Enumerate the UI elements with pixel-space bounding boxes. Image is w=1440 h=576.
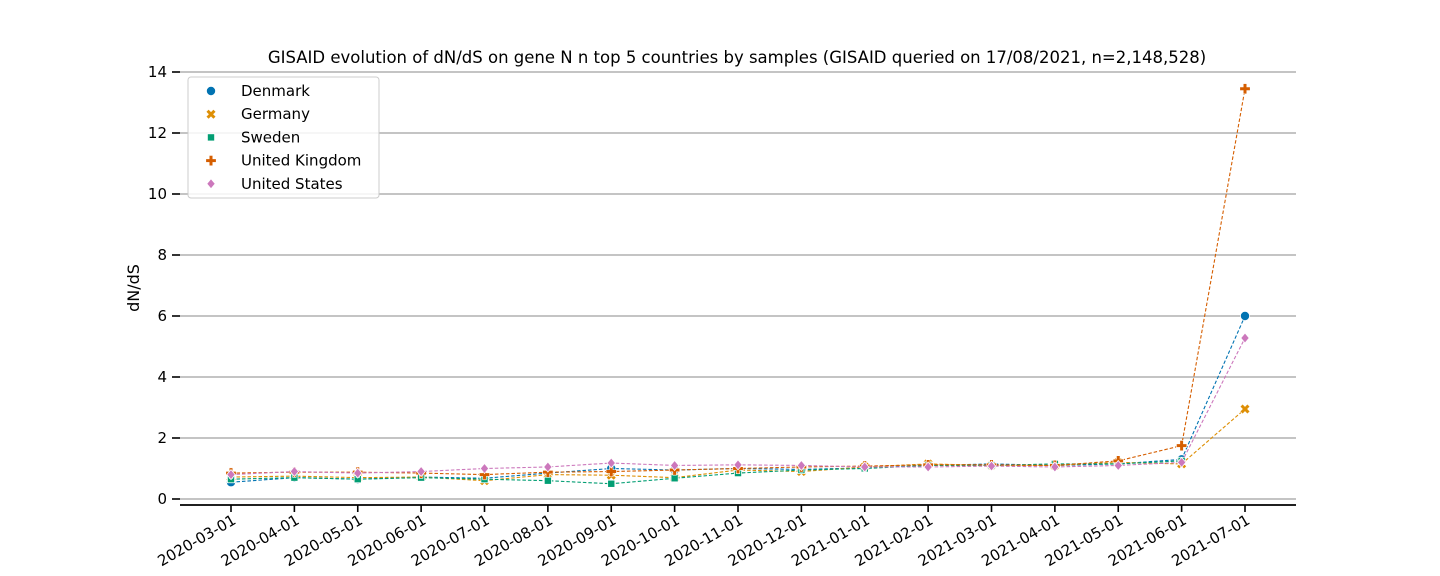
series-united-states xyxy=(227,333,1249,480)
data-point-united-kingdom xyxy=(1240,84,1250,94)
legend-label-united-kingdom: United Kingdom xyxy=(241,152,361,170)
data-point-denmark xyxy=(1240,311,1249,320)
data-point-sweden xyxy=(608,480,615,487)
legend-label-denmark: Denmark xyxy=(241,82,310,100)
chart-title: GISAID evolution of dN/dS on gene N n to… xyxy=(268,48,1206,67)
legend: Denmark Germany Sweden United Kingdom United… xyxy=(188,77,379,198)
y-tick-label: 0 xyxy=(157,490,167,508)
y-axis-label: dN/dS xyxy=(124,264,143,312)
y-tick-label: 6 xyxy=(157,307,167,325)
data-point-united-states xyxy=(1241,333,1249,343)
legend-label-united-states: United States xyxy=(241,175,343,193)
legend-label-germany: Germany xyxy=(241,105,310,123)
data-point-united-kingdom xyxy=(1176,440,1186,450)
data-point-sweden xyxy=(671,475,678,482)
legend-marker-sweden xyxy=(207,134,214,141)
y-tick-label: 4 xyxy=(157,368,167,386)
y-tick-label: 14 xyxy=(148,63,167,81)
series-line-sweden xyxy=(231,461,1182,484)
legend-label-sweden: Sweden xyxy=(241,128,300,146)
y-tick-label: 10 xyxy=(148,185,167,203)
data-point-sweden xyxy=(544,477,551,484)
series-line-denmark xyxy=(231,316,1245,482)
data-point-united-states xyxy=(480,464,488,474)
series-line-united-kingdom xyxy=(231,89,1245,475)
y-tick-label: 8 xyxy=(157,246,167,264)
series-line-united-states xyxy=(231,338,1245,475)
y-tick-label: 2 xyxy=(157,429,167,447)
y-tick-label: 12 xyxy=(148,124,167,142)
legend-marker-denmark xyxy=(206,86,215,95)
